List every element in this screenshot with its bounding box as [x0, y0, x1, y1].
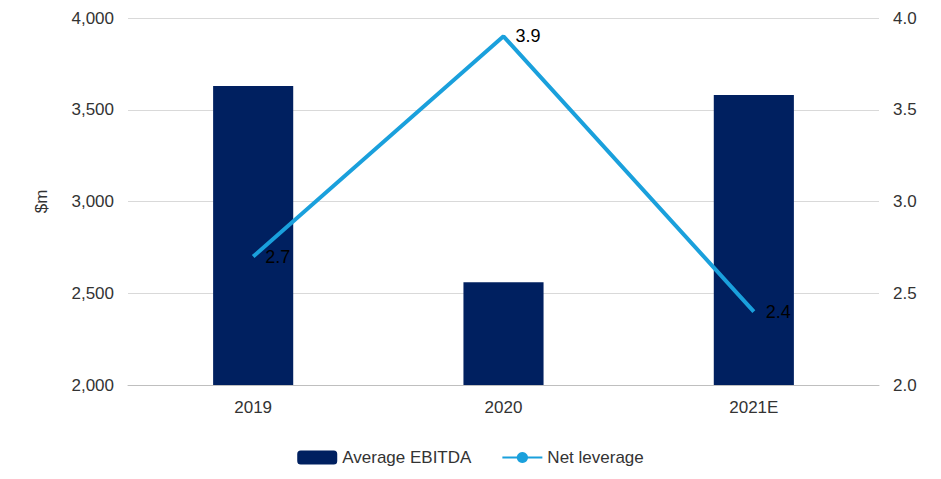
- svg-text:2021E: 2021E: [729, 398, 778, 417]
- svg-text:3,000: 3,000: [71, 192, 114, 211]
- svg-text:3,500: 3,500: [71, 100, 114, 119]
- svg-text:2.7: 2.7: [265, 247, 290, 267]
- svg-text:2019: 2019: [234, 398, 272, 417]
- svg-text:3.9: 3.9: [516, 26, 541, 46]
- svg-text:3.0: 3.0: [893, 192, 917, 211]
- svg-text:2020: 2020: [485, 398, 523, 417]
- svg-text:Net leverage: Net leverage: [547, 448, 643, 467]
- svg-text:2,000: 2,000: [71, 376, 114, 395]
- svg-text:$m: $m: [32, 190, 51, 214]
- svg-text:2.0: 2.0: [893, 376, 917, 395]
- svg-text:2.5: 2.5: [893, 284, 917, 303]
- svg-text:Average EBITDA: Average EBITDA: [342, 448, 472, 467]
- svg-text:3.5: 3.5: [893, 100, 917, 119]
- svg-text:4,000: 4,000: [71, 9, 114, 28]
- svg-text:2,500: 2,500: [71, 284, 114, 303]
- svg-text:4.0: 4.0: [893, 9, 917, 28]
- svg-text:2.4: 2.4: [766, 302, 791, 322]
